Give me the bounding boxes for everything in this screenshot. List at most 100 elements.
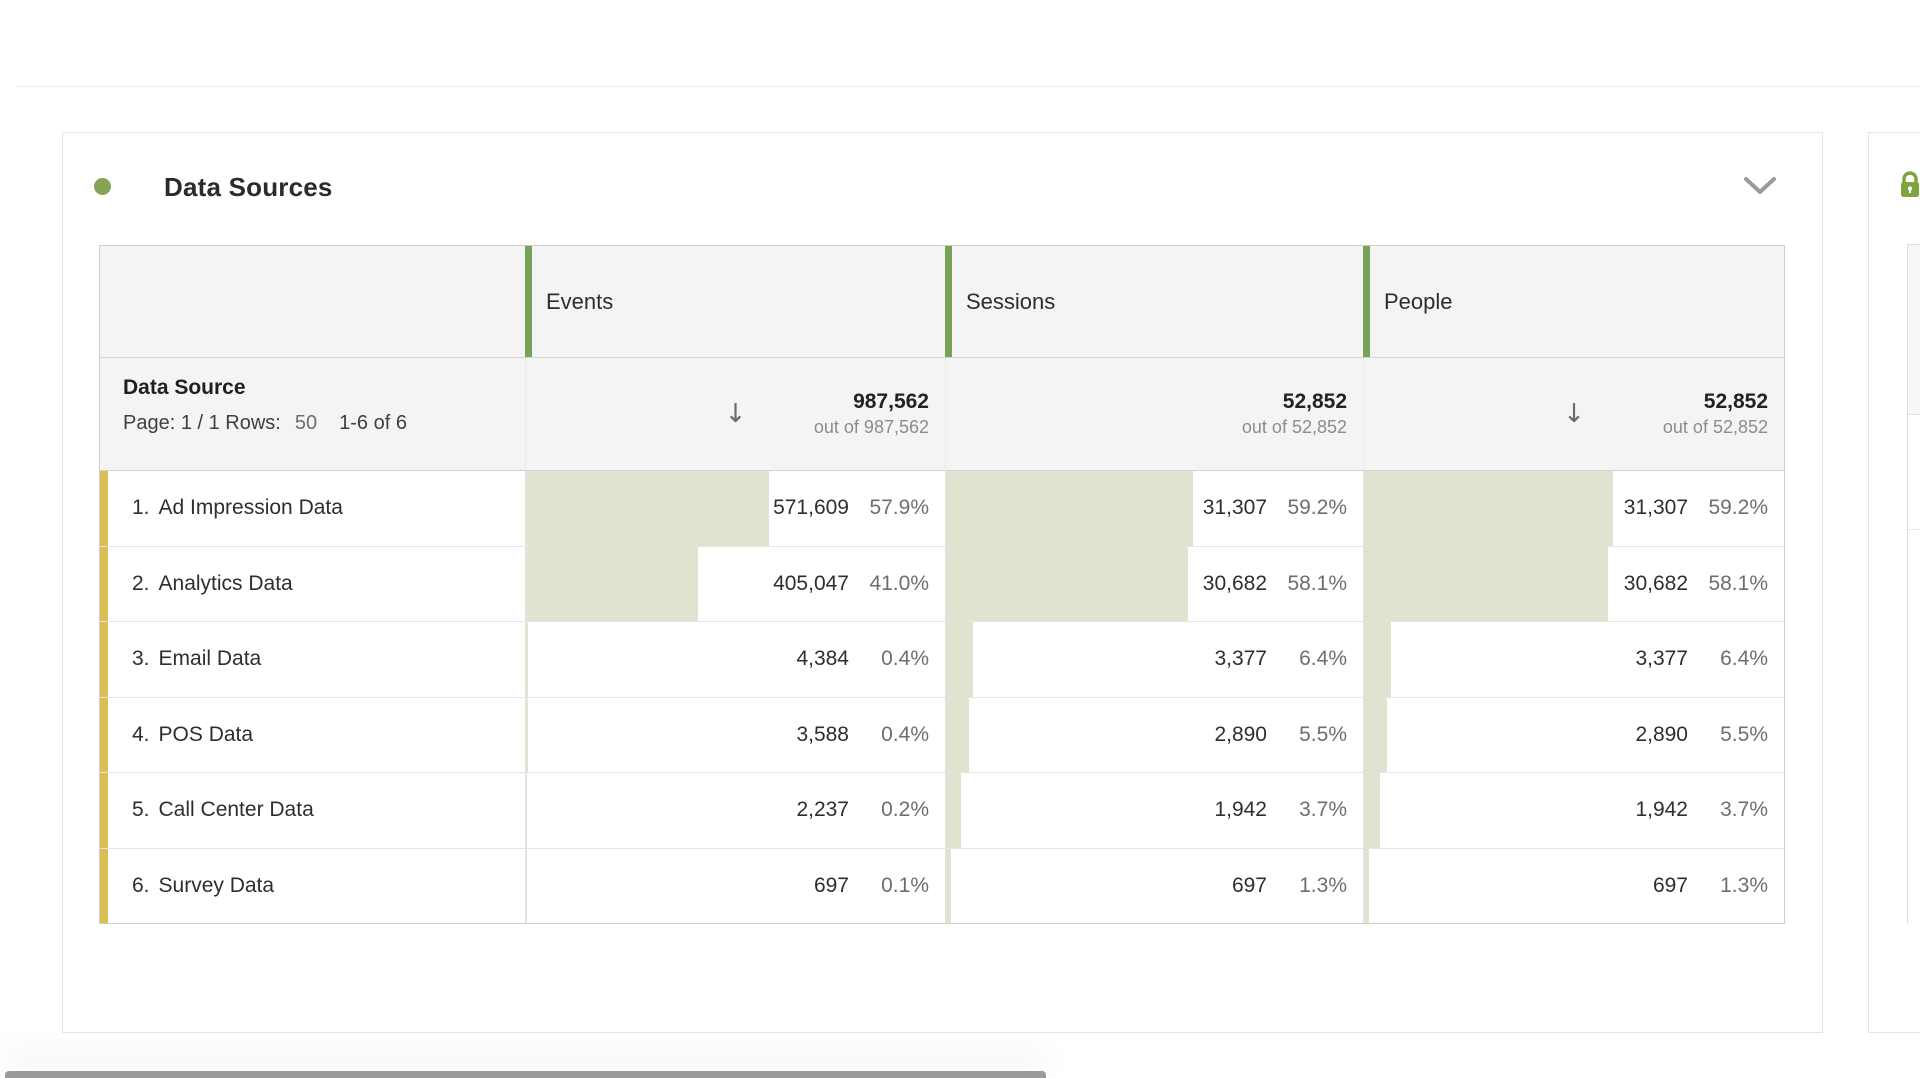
metric-percent: 1.3% [1720,873,1768,897]
panel-accent-dot [94,178,111,195]
metric-cell-people[interactable]: 1,942 3.7% [1363,773,1784,848]
metric-cell-people[interactable]: 31,307 59.2% [1363,471,1784,546]
bar-fill [526,622,528,697]
metric-percent: 6.4% [1299,647,1347,671]
metric-cell-people[interactable]: 697 1.3% [1363,848,1784,923]
metric-value: 697 [1652,873,1688,897]
freeform-table: Events Sessions People Data Source Page:… [99,245,1785,924]
column-totals: 987,562 out of 987,562 [814,390,929,438]
bar-fill [1364,848,1370,923]
metric-cell-sessions[interactable]: 31,307 59.2% [945,471,1363,546]
metric-cell-events[interactable]: 2,237 0.2% [525,773,945,848]
row-rank: 2. [132,571,150,595]
bar-fill [1364,773,1380,848]
locked-panel-table-edge [1907,244,1920,924]
metric-cell-people[interactable]: 30,682 58.1% [1363,546,1784,621]
metric-percent: 6.4% [1720,647,1768,671]
metric-value: 697 [813,873,849,897]
metric-cell-events[interactable]: 4,384 0.4% [525,622,945,697]
metric-cell-people[interactable]: 3,377 6.4% [1363,622,1784,697]
metric-percent: 59.2% [1708,496,1768,520]
sort-descending-icon[interactable]: ↓ [724,399,747,429]
locked-panel-header-edge [1908,245,1920,415]
data-sources-panel: Data Sources Events Sessions People Data… [62,132,1823,1033]
table-body: 1. Ad Impression Data 571,609 57.9% 31,3… [100,471,1784,923]
column-header-events[interactable]: Events [525,246,945,357]
bar-fill [526,471,769,546]
page-label: Page: 1 / 1 Rows: [123,412,281,434]
row-label-cell[interactable]: 3. Email Data [100,622,525,697]
total-value: 987,562 [853,390,929,414]
bar-fill [526,697,528,772]
row-name: Email Data [158,647,262,671]
metric-cell-sessions[interactable]: 697 1.3% [945,848,1363,923]
row-rank: 5. [132,798,150,822]
metric-value: 1,942 [1214,798,1267,822]
bar-fill [946,697,969,772]
metric-cell-sessions[interactable]: 1,942 3.7% [945,773,1363,848]
metric-cell-sessions[interactable]: 2,890 5.5% [945,697,1363,772]
overlay-bar [5,1071,1046,1078]
metric-value: 3,377 [1635,647,1688,671]
metric-percent: 58.1% [1708,571,1768,595]
row-label-cell[interactable]: 6. Survey Data [100,848,525,923]
metric-value: 2,890 [1214,722,1267,746]
column-header-spacer [100,246,525,357]
metric-cell-sessions[interactable]: 3,377 6.4% [945,622,1363,697]
total-out-of: out of 52,852 [1662,417,1768,438]
metric-cell-events[interactable]: 571,609 57.9% [525,471,945,546]
chevron-down-icon[interactable] [1743,175,1777,197]
column-header-people[interactable]: People [1363,246,1784,357]
sort-descending-icon[interactable]: ↓ [1563,399,1585,429]
metric-value: 31,307 [1623,496,1688,520]
metric-cell-events[interactable]: 3,588 0.4% [525,697,945,772]
column-header-row: Events Sessions People [100,246,1784,358]
bar-fill [526,773,527,848]
row-label-cell[interactable]: 5. Call Center Data [100,773,525,848]
bar-fill [1364,697,1388,772]
column-header-label: Events [546,288,614,314]
metric-percent: 3.7% [1299,798,1347,822]
column-header-sessions[interactable]: Sessions [945,246,1363,357]
bar-fill [946,471,1193,546]
locked-panel-divider [1908,529,1920,530]
metric-value: 571,609 [773,496,849,520]
totals-cell-events[interactable]: ↓ 987,562 out of 987,562 [525,358,945,470]
metric-cell-sessions[interactable]: 30,682 58.1% [945,546,1363,621]
metric-percent: 0.2% [881,798,929,822]
locked-panel [1868,132,1920,1033]
row-label-cell[interactable]: 4. POS Data [100,697,525,772]
metric-cell-people[interactable]: 2,890 5.5% [1363,697,1784,772]
metric-value: 4,384 [796,647,849,671]
metric-percent: 0.1% [881,873,929,897]
table-row: 2. Analytics Data 405,047 41.0% 30,682 5… [100,546,1784,622]
table-row: 5. Call Center Data 2,237 0.2% 1,942 3.7… [100,773,1784,849]
bar-fill [946,773,962,848]
metric-percent: 5.5% [1720,722,1768,746]
bar-fill [526,546,698,621]
dimension-header-cell[interactable]: Data Source Page: 1 / 1 Rows: 50 1-6 of 6 [100,358,525,470]
metric-percent: 0.4% [881,647,929,671]
row-rank: 6. [132,873,150,897]
metric-percent: 57.9% [869,496,929,520]
metric-percent: 0.4% [881,722,929,746]
metric-cell-events[interactable]: 697 0.1% [525,848,945,923]
rows-per-page-value[interactable]: 50 [294,412,318,434]
row-label-cell[interactable]: 2. Analytics Data [100,546,525,621]
metric-percent: 1.3% [1299,873,1347,897]
totals-cell-sessions[interactable]: 52,852 out of 52,852 [945,358,1363,470]
bar-fill [1364,622,1391,697]
column-header-label: People [1384,288,1453,314]
row-label-cell[interactable]: 1. Ad Impression Data [100,471,525,546]
column-totals: 52,852 out of 52,852 [1663,390,1768,438]
table-row: 4. POS Data 3,588 0.4% 2,890 5.5% 2,890 … [100,697,1784,773]
metric-cell-events[interactable]: 405,047 41.0% [525,546,945,621]
dimension-header-row: Data Source Page: 1 / 1 Rows: 50 1-6 of 6 … [100,358,1784,471]
lock-icon[interactable] [1899,171,1920,199]
row-name: POS Data [158,722,254,746]
column-totals: 52,852 out of 52,852 [1242,390,1347,438]
totals-cell-people[interactable]: ↓ 52,852 out of 52,852 [1363,358,1784,470]
metric-value: 697 [1231,873,1267,897]
metric-percent: 41.0% [869,571,929,595]
